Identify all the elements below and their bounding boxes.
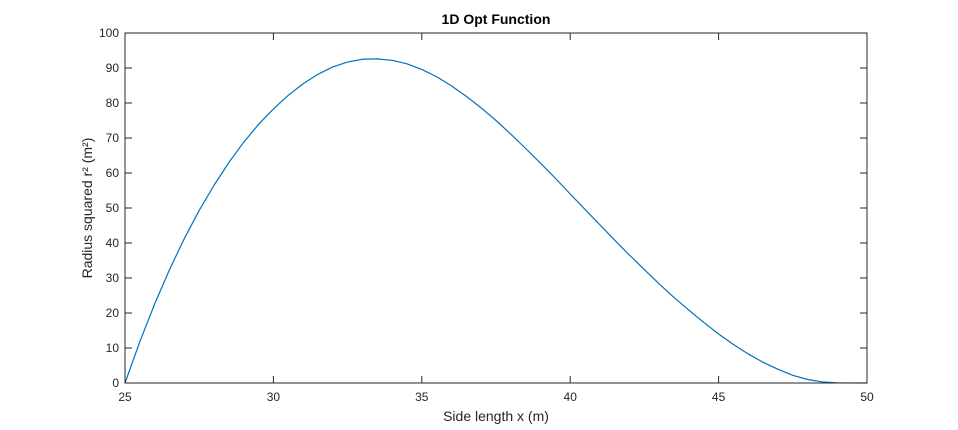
x-tick-label: 30 (267, 390, 281, 404)
y-axis-ticks: 0 10 20 30 40 50 60 70 80 90 100 (99, 26, 867, 390)
y-tick-label: 30 (106, 271, 120, 285)
x-tick-label: 25 (118, 390, 132, 404)
y-tick-label: 20 (106, 306, 120, 320)
x-tick-label: 40 (564, 390, 578, 404)
x-tick-label: 35 (415, 390, 429, 404)
series-line (124, 58, 868, 384)
y-tick-label: 0 (112, 376, 119, 390)
y-tick-label: 90 (106, 61, 120, 75)
series-layer (124, 58, 868, 384)
x-tick-label: 50 (860, 390, 874, 404)
plot-box (124, 32, 868, 384)
y-tick-label: 10 (106, 341, 120, 355)
y-tick-label: 60 (106, 166, 120, 180)
x-tick-label: 45 (712, 390, 726, 404)
x-axis-label: Side length x (m) (443, 408, 549, 424)
y-tick-label: 70 (106, 131, 120, 145)
y-tick-label: 100 (99, 26, 119, 40)
y-tick-label: 50 (106, 201, 120, 215)
y-axis-label: Radius squared r² (m²) (79, 138, 95, 279)
plot-area (125, 33, 867, 383)
y-tick-label: 80 (106, 96, 120, 110)
y-tick-label: 40 (106, 236, 120, 250)
chart-title: 1D Opt Function (442, 11, 551, 27)
